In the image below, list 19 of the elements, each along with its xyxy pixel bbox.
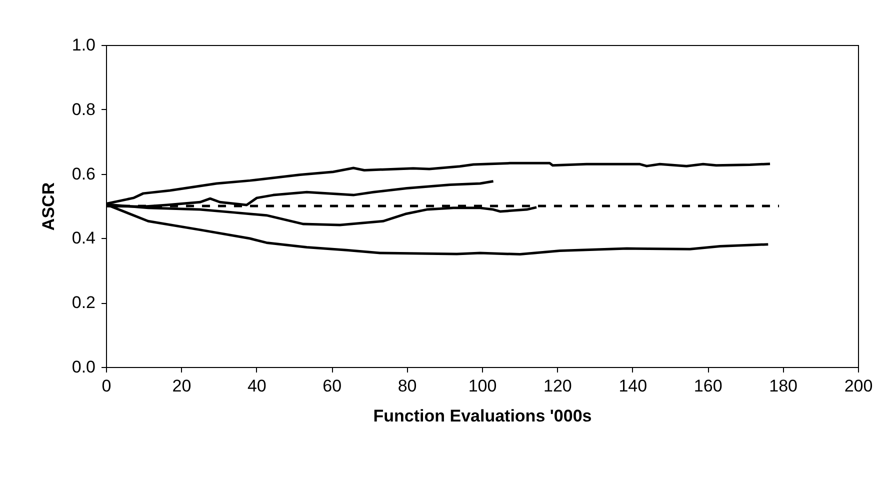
y-axis-title: ASCR: [38, 182, 58, 231]
x-tick-label: 100: [468, 376, 497, 396]
y-tick-label: 0.6: [72, 164, 96, 184]
y-tick-label: 0.2: [72, 293, 96, 312]
x-tick-label: 20: [172, 376, 192, 396]
x-tick-label: 140: [618, 376, 648, 396]
x-tick-label: 160: [694, 376, 722, 396]
x-tick-label: 200: [844, 376, 873, 396]
x-axis-title: Function Evaluations '000s: [373, 406, 592, 426]
x-tick-label: 40: [247, 376, 266, 396]
y-tick-label: 0.8: [72, 100, 96, 119]
y-tick-label: 0.4: [72, 228, 96, 248]
x-tick-label: 80: [398, 376, 417, 396]
x-tick-label: 60: [322, 376, 342, 396]
y-tick-label: 1.0: [72, 36, 96, 54]
x-tick-label: 0: [102, 376, 112, 396]
y-tick-label: 0.0: [72, 358, 96, 376]
x-tick-label: 120: [544, 376, 572, 396]
x-tick-label: 180: [769, 376, 798, 396]
